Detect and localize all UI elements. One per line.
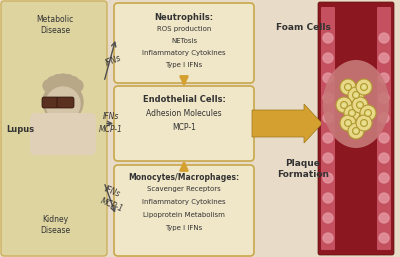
- Circle shape: [340, 102, 348, 109]
- FancyArrow shape: [252, 104, 322, 143]
- Circle shape: [379, 113, 389, 123]
- FancyBboxPatch shape: [318, 2, 394, 255]
- FancyBboxPatch shape: [114, 86, 254, 161]
- FancyBboxPatch shape: [1, 1, 107, 256]
- Text: Inflammatory Cytokines: Inflammatory Cytokines: [142, 50, 226, 56]
- Ellipse shape: [323, 60, 389, 148]
- FancyBboxPatch shape: [114, 165, 254, 256]
- Circle shape: [360, 105, 376, 121]
- Circle shape: [62, 75, 74, 87]
- Circle shape: [379, 193, 389, 203]
- Circle shape: [43, 82, 83, 122]
- Circle shape: [344, 120, 352, 127]
- Circle shape: [344, 84, 352, 91]
- Circle shape: [379, 233, 389, 243]
- Circle shape: [352, 91, 360, 99]
- Circle shape: [323, 93, 333, 103]
- Text: Metabolic
Disease: Metabolic Disease: [36, 15, 74, 35]
- Circle shape: [336, 97, 352, 113]
- Circle shape: [379, 213, 389, 223]
- Text: Neutrophils:: Neutrophils:: [154, 13, 214, 22]
- Circle shape: [323, 73, 333, 83]
- Text: MCP-1: MCP-1: [172, 124, 196, 133]
- Circle shape: [323, 153, 333, 163]
- Circle shape: [323, 33, 333, 43]
- Circle shape: [379, 173, 389, 183]
- Circle shape: [340, 79, 356, 95]
- Text: IFNs: IFNs: [103, 112, 119, 121]
- Text: Type I IFNs: Type I IFNs: [165, 62, 203, 68]
- Circle shape: [379, 33, 389, 43]
- Circle shape: [366, 111, 370, 115]
- Circle shape: [323, 53, 333, 63]
- Circle shape: [47, 77, 59, 89]
- Text: Foam Cells: Foam Cells: [276, 23, 330, 32]
- Circle shape: [379, 133, 389, 143]
- Text: Lupus: Lupus: [6, 124, 34, 133]
- Circle shape: [364, 109, 372, 117]
- Text: ROS production: ROS production: [157, 26, 211, 32]
- Circle shape: [323, 173, 333, 183]
- Circle shape: [323, 133, 333, 143]
- Circle shape: [43, 80, 55, 92]
- Circle shape: [352, 97, 368, 113]
- Circle shape: [362, 121, 366, 125]
- Circle shape: [358, 103, 362, 107]
- Circle shape: [356, 102, 364, 109]
- FancyBboxPatch shape: [42, 97, 59, 108]
- Circle shape: [350, 111, 354, 115]
- Circle shape: [354, 93, 358, 97]
- Circle shape: [346, 121, 350, 125]
- Circle shape: [379, 53, 389, 63]
- FancyBboxPatch shape: [321, 7, 335, 250]
- Circle shape: [352, 127, 360, 135]
- Circle shape: [344, 105, 360, 121]
- FancyBboxPatch shape: [336, 8, 376, 249]
- Circle shape: [323, 233, 333, 243]
- Circle shape: [323, 213, 333, 223]
- Text: NETosis: NETosis: [171, 38, 197, 44]
- Text: MCP-1: MCP-1: [99, 196, 125, 214]
- Circle shape: [354, 130, 358, 133]
- Text: Adhesion Molecules: Adhesion Molecules: [146, 109, 222, 118]
- FancyBboxPatch shape: [58, 109, 68, 123]
- Circle shape: [46, 87, 80, 121]
- Circle shape: [348, 87, 364, 103]
- Circle shape: [52, 75, 64, 87]
- Circle shape: [356, 79, 372, 95]
- Text: Kidney
Disease: Kidney Disease: [40, 215, 70, 235]
- Circle shape: [379, 153, 389, 163]
- Text: Plaque
Formation: Plaque Formation: [277, 159, 329, 179]
- Circle shape: [323, 113, 333, 123]
- Circle shape: [348, 123, 364, 139]
- Text: Monocytes/Macrophages:: Monocytes/Macrophages:: [128, 172, 240, 181]
- Text: Type I IFNs: Type I IFNs: [165, 225, 203, 231]
- Circle shape: [57, 74, 69, 86]
- Circle shape: [360, 120, 368, 127]
- Circle shape: [348, 109, 356, 117]
- Circle shape: [379, 73, 389, 83]
- FancyBboxPatch shape: [377, 7, 391, 250]
- Text: IFNs: IFNs: [104, 54, 122, 68]
- Circle shape: [360, 84, 368, 91]
- Text: Inflammatory Cytokines: Inflammatory Cytokines: [142, 199, 226, 205]
- Circle shape: [71, 80, 83, 92]
- Circle shape: [379, 93, 389, 103]
- Circle shape: [342, 103, 346, 107]
- Circle shape: [340, 115, 356, 131]
- Circle shape: [67, 77, 79, 89]
- Circle shape: [362, 85, 366, 89]
- Text: IFNs: IFNs: [103, 185, 121, 199]
- Text: Endothelial Cells:: Endothelial Cells:: [142, 96, 226, 105]
- Circle shape: [356, 115, 372, 131]
- Circle shape: [323, 193, 333, 203]
- Circle shape: [346, 85, 350, 89]
- Text: Lipoprotein Metabolism: Lipoprotein Metabolism: [143, 212, 225, 218]
- FancyBboxPatch shape: [57, 97, 74, 108]
- Text: MCP-1: MCP-1: [99, 125, 123, 134]
- Text: Scavenger Receptors: Scavenger Receptors: [147, 186, 221, 192]
- FancyBboxPatch shape: [30, 113, 96, 155]
- FancyBboxPatch shape: [114, 3, 254, 83]
